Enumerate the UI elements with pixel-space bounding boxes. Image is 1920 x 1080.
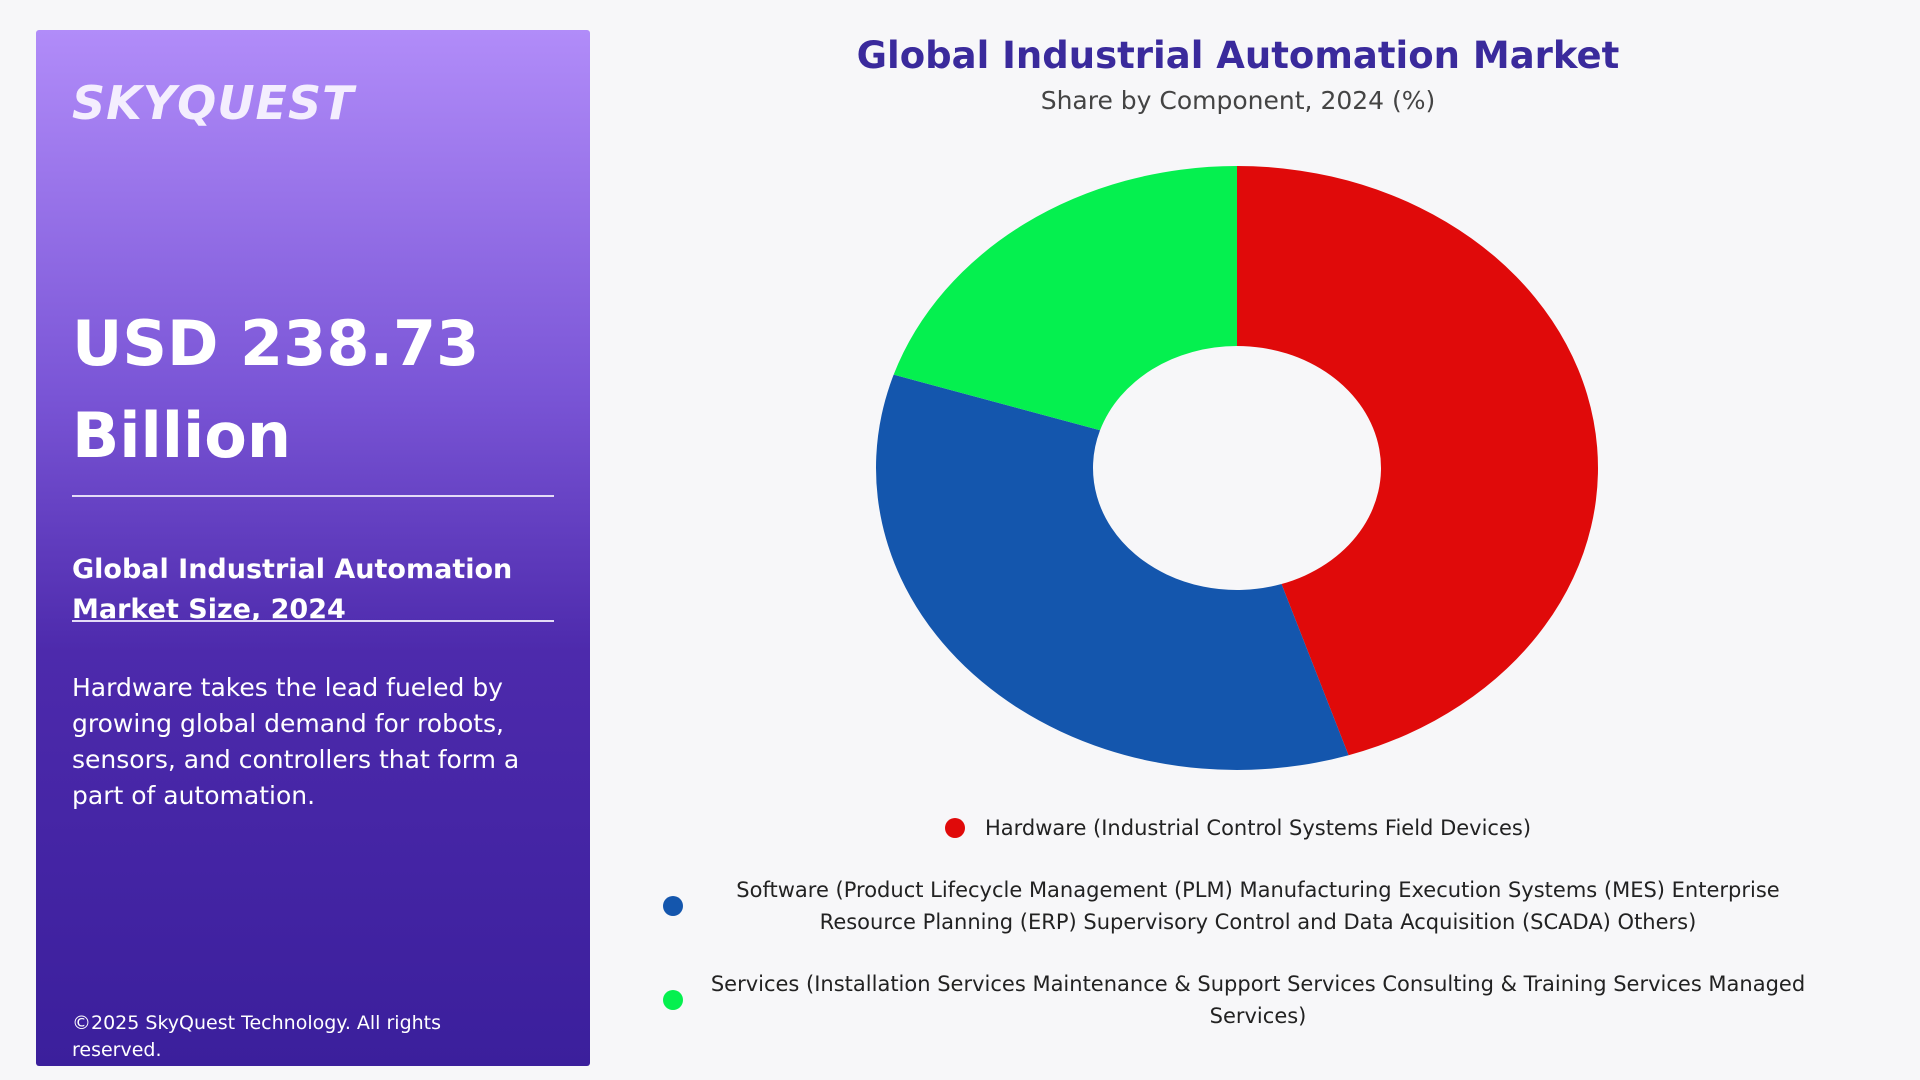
legend: Hardware (Industrial Control Systems Fie… — [640, 812, 1836, 1062]
donut-slice — [1237, 166, 1598, 756]
chart-title: Global Industrial Automation Market — [856, 34, 1620, 77]
logo: SKYQUEST — [72, 76, 355, 130]
divider — [72, 495, 554, 497]
description: Hardware takes the lead fueled by growin… — [72, 673, 520, 810]
market-size: USD 238.73 Billion — [72, 307, 480, 472]
legend-marker — [944, 818, 965, 838]
copyright: ©2025 SkyQuest Technology. All rights re… — [72, 1012, 442, 1061]
legend-item: Hardware (Industrial Control Systems Fie… — [640, 812, 1836, 844]
chart-subtitle: Share by Component, 2024 (%) — [1040, 86, 1436, 115]
donut-slice — [893, 166, 1237, 431]
legend-item: Services (Installation Services Maintena… — [640, 968, 1836, 1032]
legend-marker — [663, 990, 683, 1010]
market-label: Global Industrial Automation Market Size… — [72, 554, 513, 625]
divider — [72, 620, 554, 622]
donut-slice — [875, 374, 1349, 770]
legend-label: Services (Installation Services Maintena… — [710, 972, 1806, 1028]
legend-marker — [663, 896, 683, 916]
legend-label: Software (Product Lifecycle Management (… — [736, 878, 1780, 934]
legend-item: Software (Product Lifecycle Management (… — [640, 874, 1836, 938]
legend-label: Hardware (Industrial Control Systems Fie… — [984, 816, 1532, 840]
chart — [875, 166, 1598, 770]
info-panel: SKYQUEST USD 238.73 Billion Global Indus… — [36, 30, 590, 1066]
